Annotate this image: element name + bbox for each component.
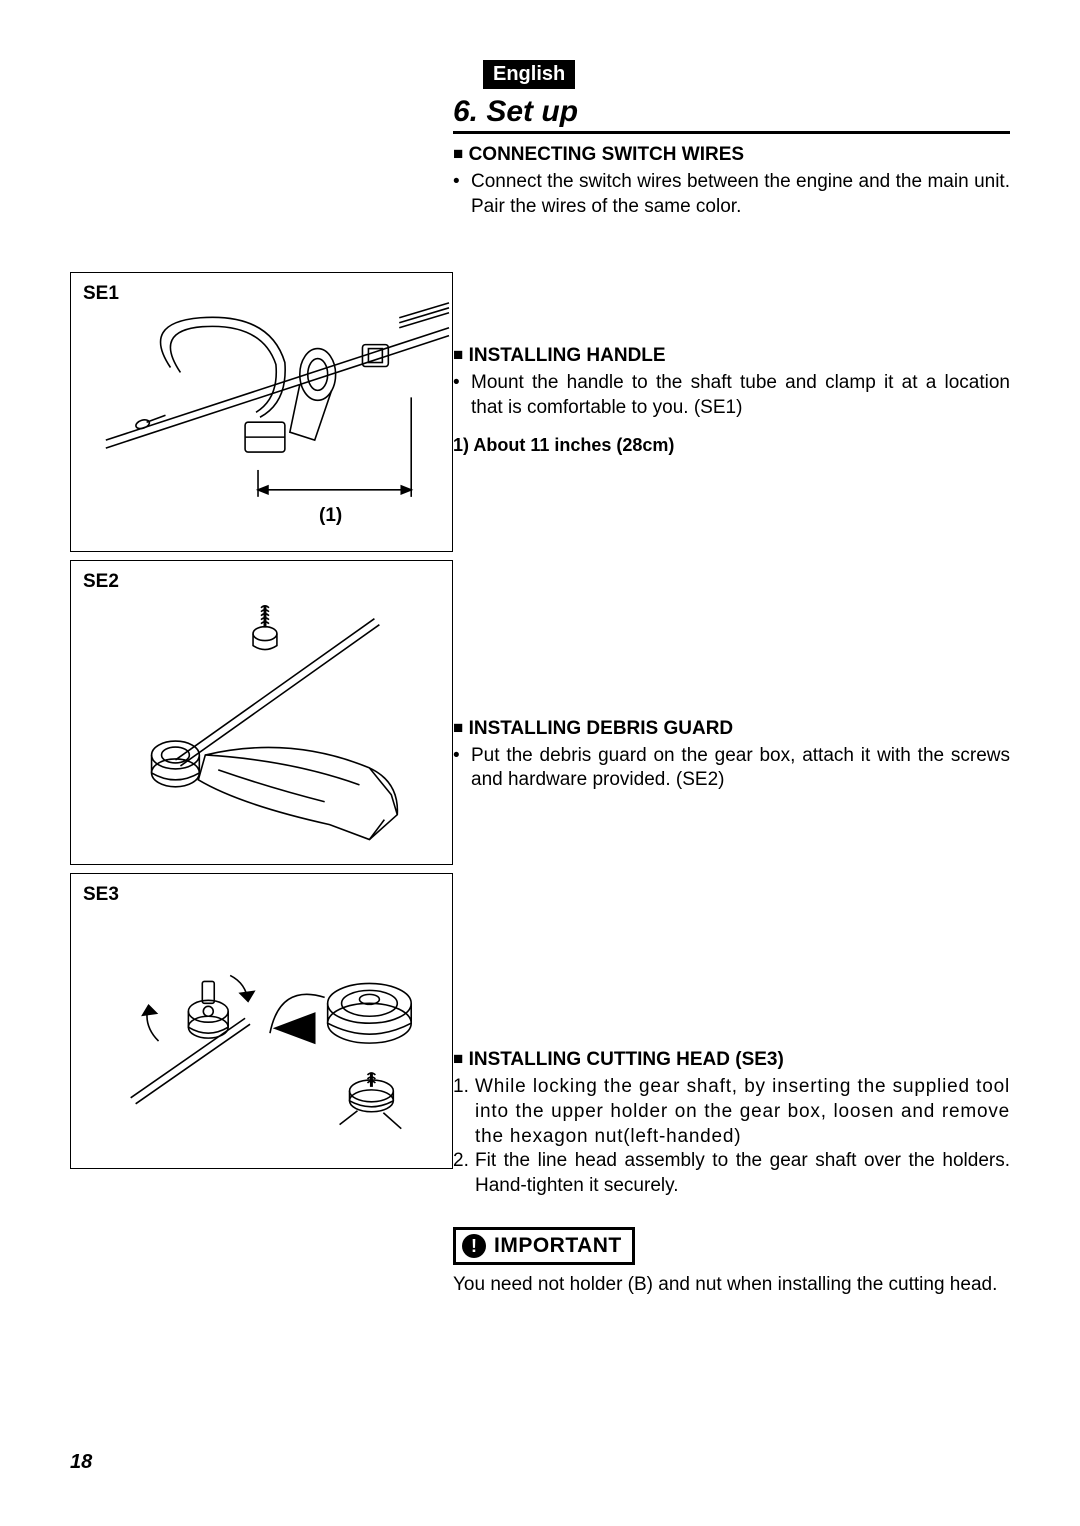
exclamation-icon: ! <box>462 1234 486 1258</box>
figure-se1: SE1 <box>70 272 453 552</box>
figures-column: SE1 <box>70 144 453 1297</box>
section-handle: ■ INSTALLING HANDLE • Mount the handle t… <box>453 345 1010 455</box>
figure-se2: SE2 <box>70 560 453 865</box>
language-badge: English <box>483 60 575 89</box>
figure-label: SE1 <box>83 283 119 305</box>
page-header: English 6. Set up <box>453 60 1010 134</box>
section-cutting-head: ■ INSTALLING CUTTING HEAD (SE3) 1. While… <box>453 1049 1010 1198</box>
cutting-head-diagram <box>71 874 452 1168</box>
ordered-item: 1. While locking the gear shaft, by inse… <box>453 1075 1010 1149</box>
text-column: ■ CONNECTING SWITCH WIRES • Connect the … <box>453 144 1010 1297</box>
important-box: ! IMPORTANT <box>453 1227 635 1265</box>
dimension-note: 1) About 11 inches (28cm) <box>453 435 1010 456</box>
important-label: IMPORTANT <box>494 1234 622 1258</box>
bullet-item: • Connect the switch wires between the e… <box>453 170 1010 219</box>
callout-1: (1) <box>319 505 342 527</box>
section-heading: ■ INSTALLING DEBRIS GUARD <box>453 718 1010 740</box>
chapter-title: 6. Set up <box>453 95 1010 134</box>
section-switch-wires: ■ CONNECTING SWITCH WIRES • Connect the … <box>453 144 1010 219</box>
content-columns: SE1 <box>70 144 1010 1297</box>
section-debris-guard: ■ INSTALLING DEBRIS GUARD • Put the debr… <box>453 718 1010 793</box>
manual-page: English 6. Set up SE1 <box>0 0 1080 1526</box>
important-text: You need not holder (B) and nut when ins… <box>453 1273 1010 1298</box>
section-heading: ■ INSTALLING CUTTING HEAD (SE3) <box>453 1049 1010 1071</box>
debris-guard-diagram <box>71 561 452 864</box>
section-heading: ■ CONNECTING SWITCH WIRES <box>453 144 1010 166</box>
figure-se3: SE3 <box>70 873 453 1169</box>
section-heading: ■ INSTALLING HANDLE <box>453 345 1010 367</box>
figure-label: SE2 <box>83 571 119 593</box>
page-number: 18 <box>70 1451 92 1474</box>
bullet-item: • Put the debris guard on the gear box, … <box>453 744 1010 793</box>
bullet-item: • Mount the handle to the shaft tube and… <box>453 371 1010 420</box>
handle-diagram <box>71 273 452 552</box>
figure-label: SE3 <box>83 884 119 906</box>
ordered-item: 2. Fit the line head assembly to the gea… <box>453 1149 1010 1198</box>
